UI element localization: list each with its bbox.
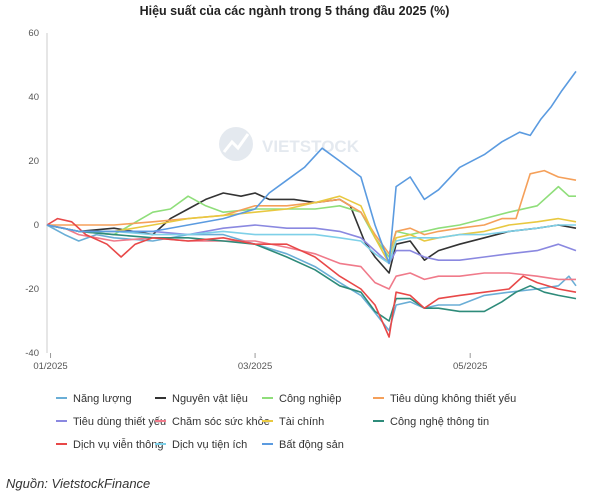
x-tick-label: 01/2025 xyxy=(33,361,67,372)
legend-item-label: Nguyên vật liệu xyxy=(172,393,248,405)
y-tick-label: 0 xyxy=(34,220,39,231)
svg-text:VIETSTOCK: VIETSTOCK xyxy=(262,137,360,156)
legend: Năng lượng Nguyên vật liệu Công nghiệp Tiêu… xyxy=(56,393,516,451)
series-line-6 xyxy=(46,224,576,290)
source-note: Nguồn: VietstockFinance xyxy=(6,476,151,491)
axes: -40 -20 0 20 40 60 01/2025 03/2025 05/2025 xyxy=(25,28,487,372)
series-lines xyxy=(46,70,577,338)
y-tick-label: -20 xyxy=(25,284,39,295)
series-line-4 xyxy=(47,169,577,255)
y-tick-label: 60 xyxy=(28,28,39,39)
y-tick-label: 40 xyxy=(28,92,39,103)
legend-item-label: Chăm sóc sức khỏe xyxy=(172,416,270,428)
series-line-9 xyxy=(46,217,577,338)
series-line-1 xyxy=(46,224,577,332)
series-line-11 xyxy=(46,70,577,265)
legend-item-label: Dịch vụ tiện ích xyxy=(172,439,247,451)
x-tick-label: 03/2025 xyxy=(238,361,272,372)
legend-item-label: Công nghệ thông tin xyxy=(390,416,489,428)
legend-item-label: Công nghiệp xyxy=(279,393,341,405)
legend-item-label: Tiêu dùng không thiết yếu xyxy=(390,393,516,405)
legend-item-label: Dịch vụ viễn thông xyxy=(73,438,164,451)
x-tick-label: 05/2025 xyxy=(453,361,487,372)
series-line-7 xyxy=(46,195,577,265)
legend-item-label: Tiêu dùng thiết yếu xyxy=(73,416,166,428)
legend-item-label: Năng lượng xyxy=(73,393,132,405)
y-tick-label: -40 xyxy=(25,348,39,359)
series-line-10 xyxy=(46,224,576,265)
y-tick-label: 20 xyxy=(28,156,39,167)
series-line-5 xyxy=(46,224,577,265)
legend-item-label: Tài chính xyxy=(279,416,324,428)
chart-title: Hiệu suất của các ngành trong 5 tháng đầ… xyxy=(139,4,450,18)
vietstock-watermark-logo: VIETSTOCK xyxy=(219,127,360,161)
series-line-3 xyxy=(46,185,576,258)
series-line-8 xyxy=(46,224,577,322)
legend-item-label: Bất động sản xyxy=(279,439,344,451)
